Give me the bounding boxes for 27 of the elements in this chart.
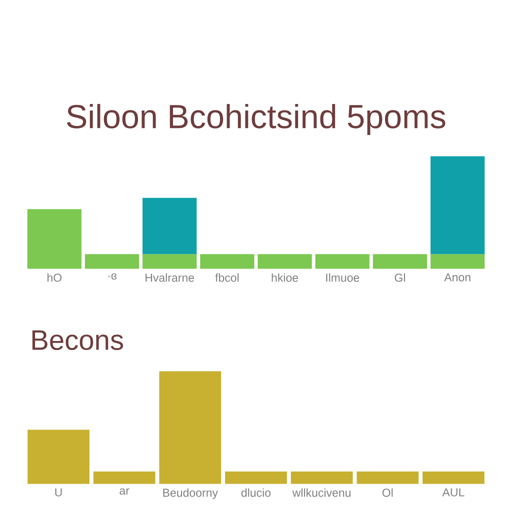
x-tick-label: Beudoorny	[163, 488, 218, 500]
chart-title: Siloon Bcohictsind 5poms	[66, 104, 446, 135]
x-tick-label: Ilmuoe	[326, 273, 360, 282]
bar	[372, 254, 428, 269]
bar	[430, 254, 485, 269]
x-tick-label: Ol	[382, 488, 393, 497]
x-tick-label: hO	[48, 273, 62, 282]
bar	[430, 156, 485, 254]
bar	[142, 254, 197, 269]
x-tick-label: wllkucivenu	[292, 488, 350, 497]
x-tick-label: fbcol	[215, 273, 239, 282]
x-tick-label: Anon	[444, 273, 470, 282]
x-tick-label: AUL	[442, 488, 464, 496]
bar	[315, 254, 370, 269]
x-tick-label: U	[55, 488, 62, 496]
x-tick-label: Hvalrarne	[146, 273, 194, 282]
bar	[258, 254, 312, 269]
x-tick-label: Gl	[394, 273, 405, 282]
x-tick-label: ar	[120, 488, 130, 495]
chart-title: Becons	[32, 330, 124, 350]
bar	[84, 254, 140, 269]
x-tick-label: ·ɞ	[108, 273, 116, 280]
x-tick-label: hkioe	[272, 273, 298, 282]
bar	[142, 198, 197, 254]
bar	[27, 209, 82, 269]
bar	[200, 254, 254, 269]
x-tick-label: dlucio	[241, 488, 271, 497]
